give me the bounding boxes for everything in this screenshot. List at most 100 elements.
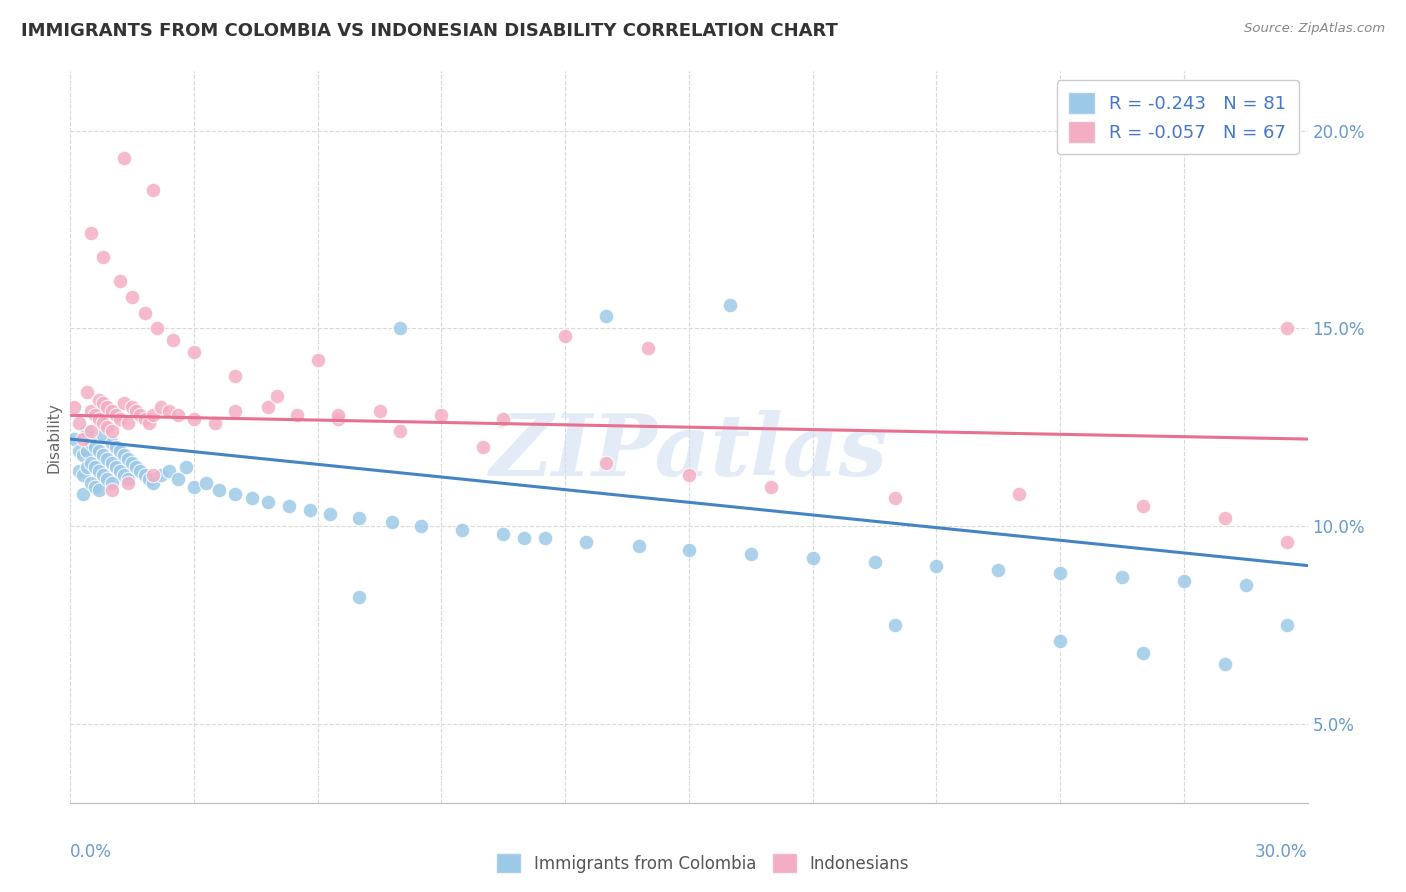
Point — [129, 464, 152, 478]
Y-axis label: Disability: Disability — [46, 401, 62, 473]
Point — [1132, 500, 1154, 514]
Point — [637, 341, 659, 355]
Point — [628, 539, 651, 553]
Point — [80, 456, 103, 470]
Text: IMMIGRANTS FROM COLOMBIA VS INDONESIAN DISABILITY CORRELATION CHART: IMMIGRANTS FROM COLOMBIA VS INDONESIAN D… — [21, 22, 838, 40]
Point — [91, 416, 114, 430]
Point — [96, 420, 118, 434]
Point — [72, 448, 94, 462]
Point — [533, 531, 555, 545]
Point — [117, 472, 139, 486]
Point — [112, 448, 135, 462]
Point — [76, 384, 98, 399]
Text: ZIPatlas: ZIPatlas — [489, 410, 889, 493]
Point — [678, 467, 700, 482]
Point — [409, 519, 432, 533]
Point — [224, 404, 246, 418]
Point — [117, 416, 139, 430]
Point — [492, 527, 515, 541]
Point — [925, 558, 948, 573]
Point — [298, 503, 321, 517]
Point — [224, 487, 246, 501]
Point — [1008, 487, 1031, 501]
Point — [678, 542, 700, 557]
Point — [368, 404, 391, 418]
Point — [134, 305, 156, 319]
Point — [72, 487, 94, 501]
Point — [76, 424, 98, 438]
Point — [96, 472, 118, 486]
Point — [347, 511, 370, 525]
Point — [84, 459, 107, 474]
Point — [91, 428, 114, 442]
Point — [718, 298, 741, 312]
Point — [166, 472, 188, 486]
Point — [72, 432, 94, 446]
Point — [328, 412, 350, 426]
Point — [96, 401, 118, 415]
Point — [117, 475, 139, 490]
Point — [1213, 657, 1236, 672]
Point — [112, 467, 135, 482]
Point — [100, 404, 122, 418]
Point — [96, 451, 118, 466]
Point — [208, 483, 231, 498]
Point — [125, 459, 148, 474]
Point — [72, 467, 94, 482]
Point — [91, 467, 114, 482]
Point — [162, 333, 184, 347]
Point — [224, 368, 246, 383]
Point — [142, 409, 165, 423]
Point — [89, 412, 111, 426]
Point — [513, 531, 536, 545]
Point — [121, 290, 143, 304]
Point — [104, 409, 127, 423]
Point — [125, 404, 148, 418]
Point — [84, 409, 107, 423]
Point — [430, 409, 453, 423]
Point — [740, 547, 762, 561]
Point — [1213, 511, 1236, 525]
Point — [307, 353, 329, 368]
Point — [104, 459, 127, 474]
Point — [554, 329, 576, 343]
Point — [76, 444, 98, 458]
Point — [100, 436, 122, 450]
Point — [80, 424, 103, 438]
Point — [150, 467, 173, 482]
Point — [112, 396, 135, 410]
Point — [63, 401, 86, 415]
Point — [80, 475, 103, 490]
Point — [146, 321, 169, 335]
Point — [1111, 570, 1133, 584]
Point — [80, 436, 103, 450]
Point — [575, 534, 598, 549]
Point — [166, 409, 188, 423]
Text: 30.0%: 30.0% — [1256, 843, 1308, 861]
Point — [134, 412, 156, 426]
Point — [1173, 574, 1195, 589]
Point — [884, 491, 907, 506]
Point — [84, 479, 107, 493]
Text: 0.0%: 0.0% — [70, 843, 112, 861]
Point — [100, 483, 122, 498]
Point — [67, 464, 90, 478]
Point — [80, 404, 103, 418]
Text: Source: ZipAtlas.com: Source: ZipAtlas.com — [1244, 22, 1385, 36]
Point — [492, 412, 515, 426]
Point — [100, 424, 122, 438]
Point — [240, 491, 263, 506]
Legend: Immigrants from Colombia, Indonesians: Immigrants from Colombia, Indonesians — [491, 847, 915, 880]
Point — [91, 250, 114, 264]
Point — [884, 618, 907, 632]
Point — [183, 412, 205, 426]
Point — [89, 464, 111, 478]
Point — [863, 555, 886, 569]
Point — [285, 409, 308, 423]
Point — [277, 500, 299, 514]
Point — [595, 456, 617, 470]
Point — [1275, 321, 1298, 335]
Point — [451, 523, 474, 537]
Point — [328, 409, 350, 423]
Point — [76, 459, 98, 474]
